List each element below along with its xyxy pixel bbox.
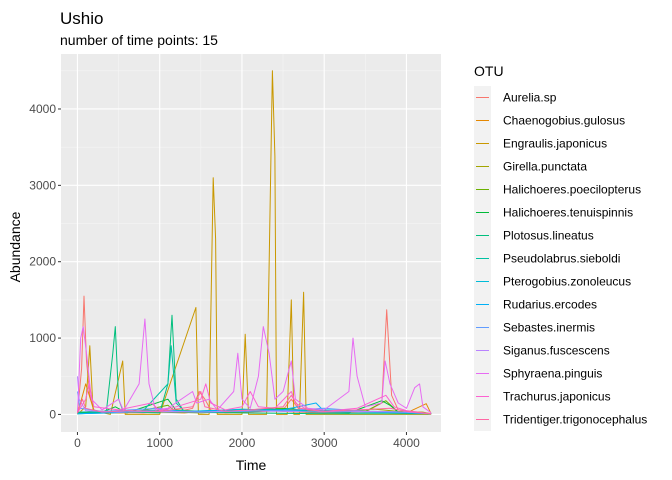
series-line-engraulis-japonicus bbox=[77, 70, 432, 415]
legend-label: Siganus.fuscescens bbox=[503, 344, 610, 358]
x-tick-label: 1000 bbox=[146, 436, 173, 450]
legend-label: Halichoeres.tenuispinnis bbox=[503, 206, 633, 220]
legend-label: Rudarius.ercodes bbox=[503, 298, 597, 312]
x-tick-label: 0 bbox=[74, 436, 81, 450]
minor-gridlines bbox=[61, 54, 441, 432]
x-axis-title: Time bbox=[236, 457, 267, 473]
y-tick-label: 1000 bbox=[29, 331, 56, 345]
series-line-siganus-fuscescens bbox=[77, 376, 432, 415]
legend-label: Trachurus.japonicus bbox=[503, 390, 611, 404]
chart-subtitle: number of time points: 15 bbox=[60, 32, 218, 48]
legend-label: Sebastes.inermis bbox=[503, 321, 595, 335]
y-tick-label: 2000 bbox=[29, 255, 56, 269]
x-tick-label: 3000 bbox=[311, 436, 338, 450]
x-tick-label: 2000 bbox=[229, 436, 256, 450]
legend-label: Girella.punctata bbox=[503, 160, 587, 174]
axis-ticks bbox=[58, 108, 407, 435]
series-line-tridentiger-trigonocephalus bbox=[77, 391, 432, 415]
series-line-plotosus-lineatus bbox=[77, 314, 432, 415]
legend-label: Engraulis.japonicus bbox=[503, 137, 607, 151]
legend-label: Tridentiger.trigonocephalus bbox=[503, 413, 647, 427]
legend-label: Chaenogobius.gulosus bbox=[503, 114, 625, 128]
legend-label: Halichoeres.poecilopterus bbox=[503, 183, 641, 197]
x-tick-label: 4000 bbox=[393, 436, 420, 450]
legend-title: OTU bbox=[474, 63, 504, 79]
y-tick-label: 0 bbox=[49, 407, 56, 421]
plot-panel bbox=[61, 54, 441, 432]
legend-label: Pseudolabrus.sieboldi bbox=[503, 252, 620, 266]
axis-tick-labels: 0 1000 2000 3000 4000 0 1000 2000 3000 4000 bbox=[29, 102, 420, 450]
series-line-trachurus-japonicus bbox=[77, 383, 432, 415]
legend-label: Plotosus.lineatus bbox=[503, 229, 594, 243]
legend-label: Sphyraena.pinguis bbox=[503, 367, 602, 381]
y-tick-label: 3000 bbox=[29, 178, 56, 192]
y-axis-title: Abundance bbox=[7, 211, 23, 282]
legend: OTU Aurelia.sp Chaenogobius.gulosus Engrau… bbox=[474, 63, 647, 431]
series-lines bbox=[77, 70, 432, 415]
legend-label: Aurelia.sp bbox=[503, 91, 557, 105]
y-tick-label: 4000 bbox=[29, 102, 56, 116]
chart-title: Ushio bbox=[60, 9, 103, 28]
legend-label: Pterogobius.zonoleucus bbox=[503, 275, 631, 289]
